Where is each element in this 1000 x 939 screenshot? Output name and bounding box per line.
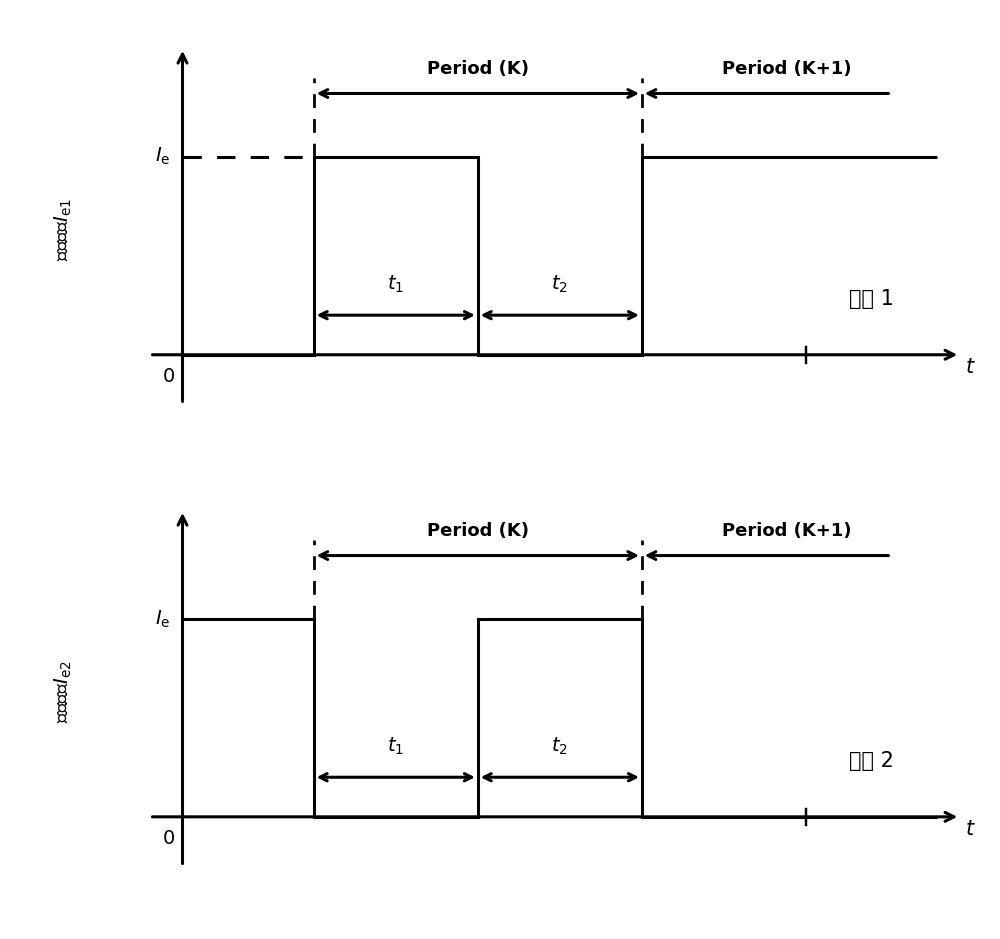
Text: 线圈 2: 线圈 2 [849,751,894,772]
Text: Period (K+1): Period (K+1) [722,522,851,540]
Text: $t$: $t$ [965,819,976,839]
Text: $t_2$: $t_2$ [551,736,568,758]
Text: $I_{\mathrm{e}}$: $I_{\mathrm{e}}$ [155,608,171,629]
Text: $t_2$: $t_2$ [551,274,568,296]
Y-axis label: 励磁电流$I_{\mathrm{e2}}$: 励磁电流$I_{\mathrm{e2}}$ [53,660,74,723]
Text: $I_{\mathrm{e}}$: $I_{\mathrm{e}}$ [155,146,171,167]
Text: $t_1$: $t_1$ [387,274,404,296]
Text: $t$: $t$ [965,357,976,377]
Y-axis label: 励磁电流$I_{\mathrm{e1}}$: 励磁电流$I_{\mathrm{e1}}$ [53,197,74,261]
Text: Period (K): Period (K) [427,60,529,78]
Text: 0: 0 [162,366,175,386]
Text: 线圈 1: 线圈 1 [849,289,894,309]
Text: Period (K+1): Period (K+1) [722,60,851,78]
Text: 0: 0 [162,829,175,848]
Text: $t_1$: $t_1$ [387,736,404,758]
Text: Period (K): Period (K) [427,522,529,540]
